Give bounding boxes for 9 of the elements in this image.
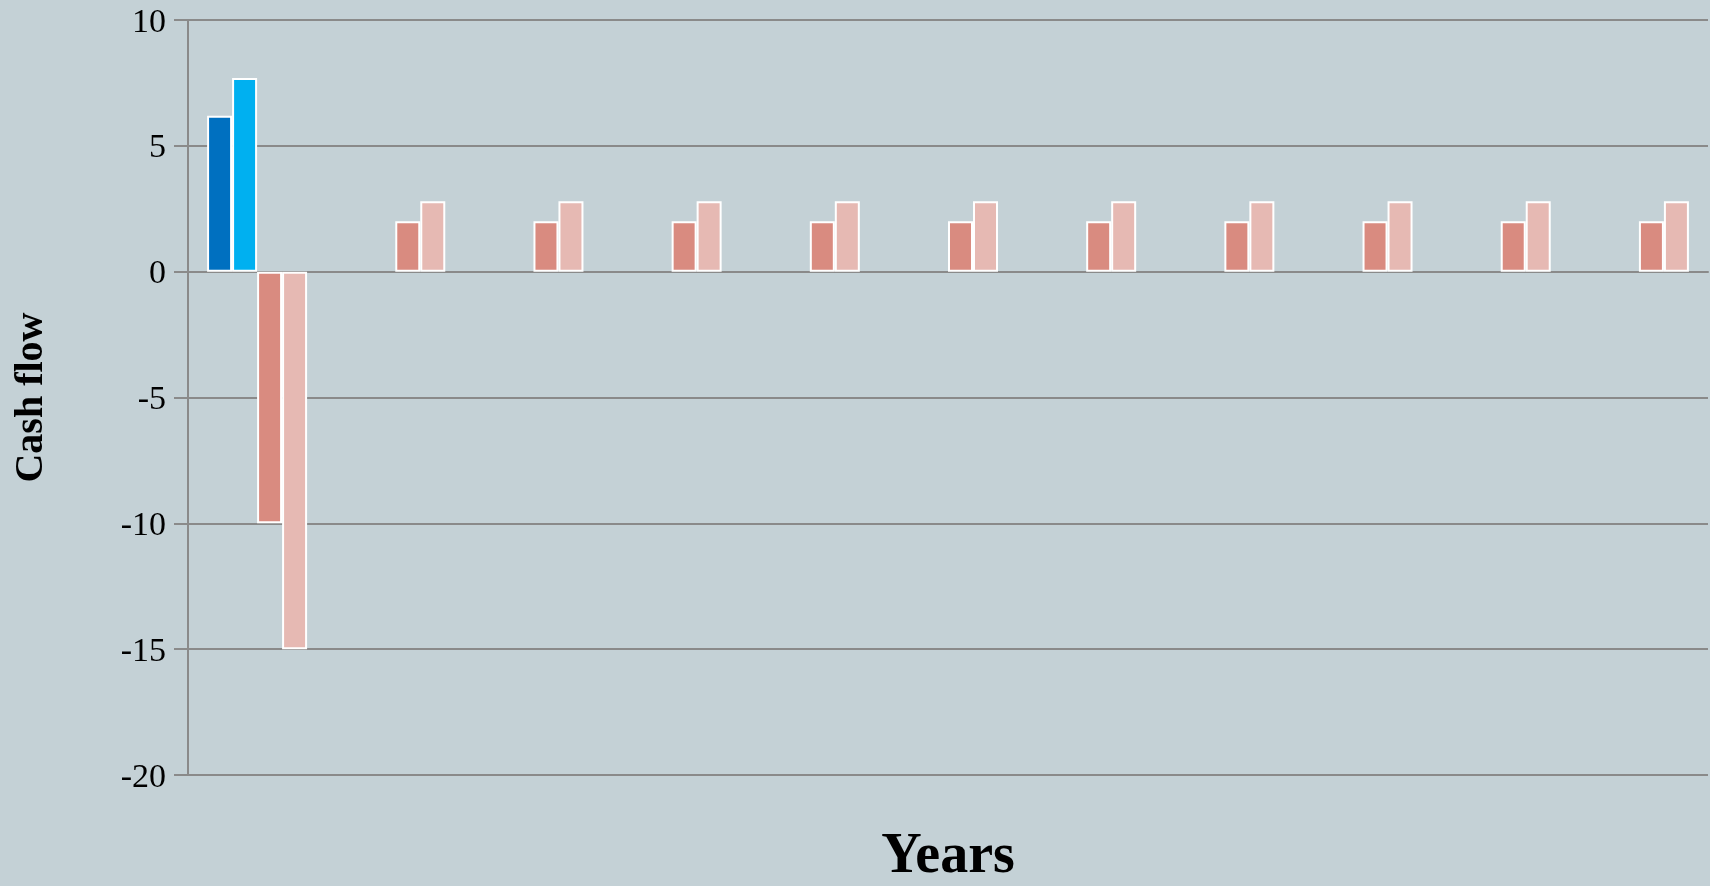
y-axis-title: Cash flow xyxy=(5,312,51,483)
y-tick-label: -15 xyxy=(120,630,166,668)
y-tick-label: 0 xyxy=(149,253,166,291)
x-axis-title: Years xyxy=(881,822,1015,884)
y-tick-label: -10 xyxy=(120,504,166,542)
y-tick-label: 10 xyxy=(132,1,166,39)
y-tick-label: 5 xyxy=(149,127,166,165)
y-tick-label: -5 xyxy=(137,379,166,416)
y-tick-label: -20 xyxy=(120,756,166,794)
